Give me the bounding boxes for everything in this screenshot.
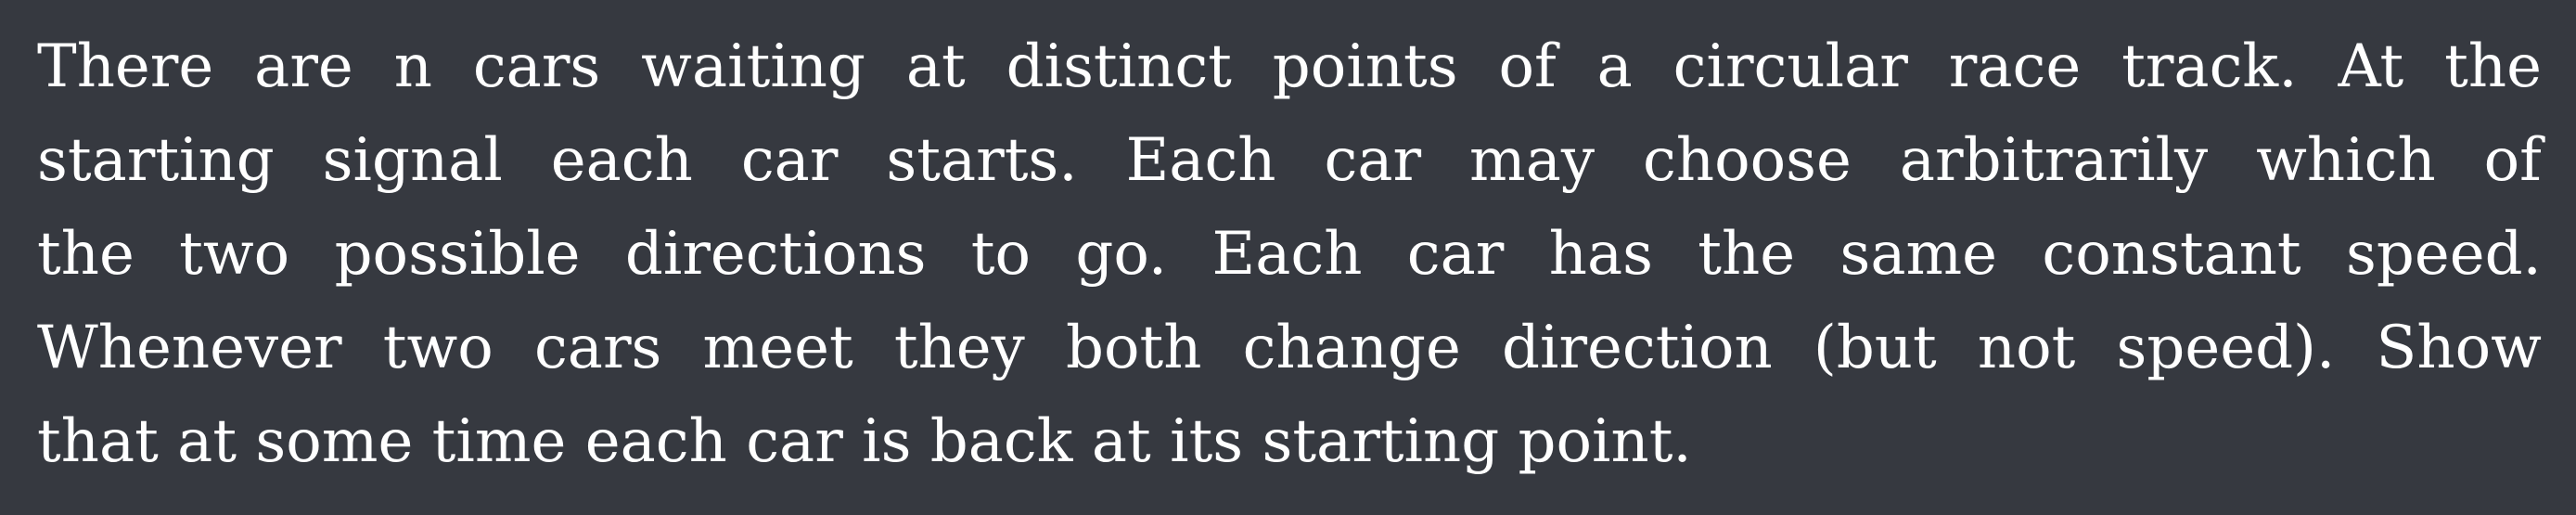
word: at [905,32,966,101]
word: possible [334,220,581,289]
word: change [1242,314,1461,382]
word: constant [2042,220,2301,289]
word: meet [702,314,853,382]
word: Whenever [37,314,342,382]
word: signal [322,126,503,195]
problem-line-2: starting signal each car starts. Each car may ch… [37,114,2542,208]
word: At [2338,32,2404,101]
word: a [1596,32,1633,101]
word: track. [2121,32,2298,101]
word: cars [472,32,601,101]
word: speed. [2346,220,2542,289]
word: car [1324,126,1422,195]
word: arbitrarily [1899,126,2209,195]
problem-line-4: Whenever two cars meet they both change directi… [37,302,2542,395]
word: n [393,32,432,101]
word: choose [1643,126,1852,195]
word: race [1948,32,2082,101]
word: has [1548,220,1653,289]
word: direction [1502,314,1773,382]
word: same [1839,220,1998,289]
word: the [2444,32,2542,101]
word: are [254,32,353,101]
word: of [1498,32,1557,101]
word: directions [624,220,927,289]
word: not [1977,314,2076,382]
word: go. [1075,220,1168,289]
problem-line-5: that at some time each car is back at it… [37,407,1692,476]
word: may [1469,126,1596,195]
word: Each [1211,220,1363,289]
word: car [740,126,839,195]
word: the [37,220,135,289]
word: to [970,220,1032,289]
word: Each [1125,126,1276,195]
word: (but [1813,314,1937,382]
word: they [893,314,1025,382]
word: starting [37,126,275,195]
word: There [37,32,214,101]
word: Show [2376,314,2542,382]
word: starts. [886,126,1078,195]
word: circular [1672,32,1908,101]
word: two [179,220,290,289]
word: the [1698,220,1796,289]
word: distinct [1006,32,1232,101]
word: both [1065,314,1202,382]
word: cars [533,314,662,382]
word: which [2256,126,2436,195]
word: speed). [2116,314,2336,382]
word: points [1272,32,1458,101]
word: each [550,126,693,195]
problem-line-1: There are n cars waiting at distinct points of a c… [37,20,2542,114]
problem-statement: There are n cars waiting at distinct points of a c… [37,20,2542,489]
word: of [2483,126,2542,195]
problem-line-3: the two possible directions to go. Each car has t… [37,208,2542,302]
word: waiting [641,32,865,101]
word: car [1406,220,1505,289]
word: two [382,314,493,382]
